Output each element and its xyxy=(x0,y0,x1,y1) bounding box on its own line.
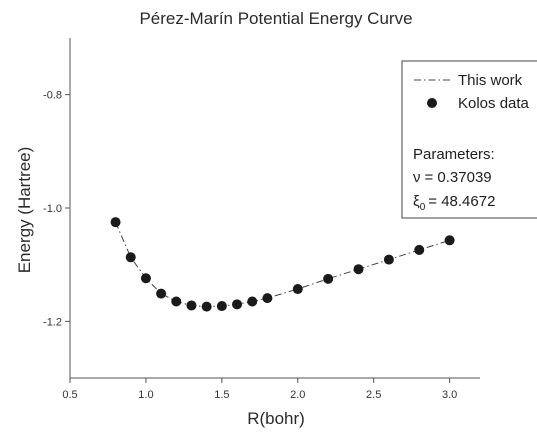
x-tick-label: 1.5 xyxy=(214,389,229,401)
x-tick-label: 0.5 xyxy=(62,389,77,401)
y-ticks: -1.2 -1.0 -0.8 xyxy=(43,90,70,328)
nu-value: = 0.37039 xyxy=(425,169,492,186)
parameter-nu: ν = 0.37039 xyxy=(413,169,492,186)
x-tick-label: 3.0 xyxy=(442,389,457,401)
data-point xyxy=(247,296,258,307)
data-point xyxy=(171,296,182,307)
data-point xyxy=(232,299,243,310)
y-axis-label: Energy (Hartree) xyxy=(15,147,34,274)
x-ticks: 0.5 1.0 1.5 2.0 2.5 3.0 xyxy=(62,378,457,401)
data-point xyxy=(140,273,151,284)
data-point xyxy=(414,244,425,255)
data-point xyxy=(383,254,394,265)
y-tick-label: -0.8 xyxy=(43,90,62,102)
data-point xyxy=(353,264,364,275)
data-point xyxy=(201,301,212,312)
nu-symbol: ν xyxy=(413,169,421,186)
legend: This work Kolos data Parameters: ν = 0.37… xyxy=(401,60,537,219)
xi-symbol: ξ xyxy=(413,193,420,210)
parameter-xi: ξ0 = 48.4672 xyxy=(413,193,495,213)
data-point xyxy=(323,273,334,284)
x-axis-label: R(bohr) xyxy=(247,409,305,428)
data-point xyxy=(186,300,197,311)
parameters-heading: Parameters: xyxy=(413,146,495,163)
legend-label-this-work: This work xyxy=(458,72,523,89)
data-point xyxy=(292,284,303,295)
y-tick-label: -1.2 xyxy=(43,316,62,328)
legend-marker-swatch xyxy=(427,98,437,108)
y-tick-label: -1.0 xyxy=(43,203,62,215)
data-point xyxy=(216,301,227,312)
xi-value: = 48.4672 xyxy=(428,193,495,210)
data-point xyxy=(156,288,167,299)
legend-box xyxy=(401,60,537,219)
x-tick-label: 2.0 xyxy=(290,389,305,401)
legend-label-kolos-data: Kolos data xyxy=(458,95,530,112)
chart-title: Pérez-Marín Potential Energy Curve xyxy=(139,9,412,28)
data-point xyxy=(110,217,121,228)
x-tick-label: 2.5 xyxy=(366,389,381,401)
data-point xyxy=(125,252,136,263)
data-point xyxy=(262,293,273,304)
series-kolos-data-points xyxy=(110,217,455,312)
xi-subscript: 0 xyxy=(420,202,426,213)
x-tick-label: 1.0 xyxy=(138,389,153,401)
data-point xyxy=(444,235,455,246)
